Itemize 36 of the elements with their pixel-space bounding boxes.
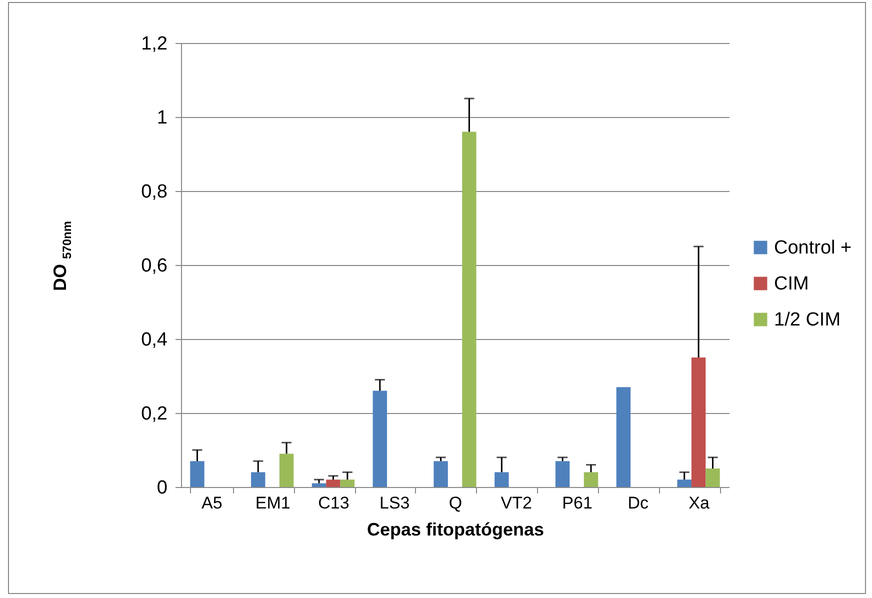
x-tick-label: A5 bbox=[202, 494, 222, 512]
x-tick-label: C13 bbox=[318, 494, 350, 512]
y-tick-label: 0,2 bbox=[141, 404, 168, 424]
legend-label: Control + bbox=[774, 238, 852, 258]
legend-label: CIM bbox=[774, 274, 809, 294]
x-axis-title: Cepas fitopatógenas bbox=[366, 520, 544, 540]
y-tick-label: 1,2 bbox=[141, 34, 168, 54]
x-tick-label: EM1 bbox=[255, 494, 290, 512]
x-tick-label: VT2 bbox=[500, 494, 532, 512]
bar bbox=[691, 358, 706, 487]
bar bbox=[340, 480, 355, 487]
x-tick-label: P61 bbox=[562, 494, 592, 512]
bar bbox=[251, 472, 266, 487]
y-tick-label: 0,8 bbox=[141, 182, 168, 202]
y-tick-label: 0,4 bbox=[141, 330, 168, 350]
bar bbox=[494, 472, 509, 487]
x-tick-label: Q bbox=[448, 494, 462, 512]
bar bbox=[326, 480, 340, 487]
bar bbox=[372, 390, 388, 487]
x-tick-label: Xa bbox=[688, 494, 710, 512]
bar bbox=[434, 461, 448, 487]
bar bbox=[190, 461, 204, 487]
bar bbox=[279, 454, 294, 487]
bar bbox=[584, 472, 598, 487]
x-tick-label: LS3 bbox=[379, 494, 410, 512]
bar bbox=[677, 480, 692, 487]
bar bbox=[312, 483, 326, 487]
x-tick-label: Dc bbox=[628, 494, 650, 512]
legend-label: 1/2 CIM bbox=[774, 310, 841, 330]
bar bbox=[616, 387, 631, 487]
y-tick-label: 1 bbox=[156, 108, 168, 128]
y-tick-label: 0 bbox=[156, 478, 168, 498]
bar bbox=[555, 461, 570, 487]
bar bbox=[462, 132, 476, 487]
bar bbox=[706, 468, 720, 487]
y-tick-label: 0,6 bbox=[141, 256, 168, 276]
